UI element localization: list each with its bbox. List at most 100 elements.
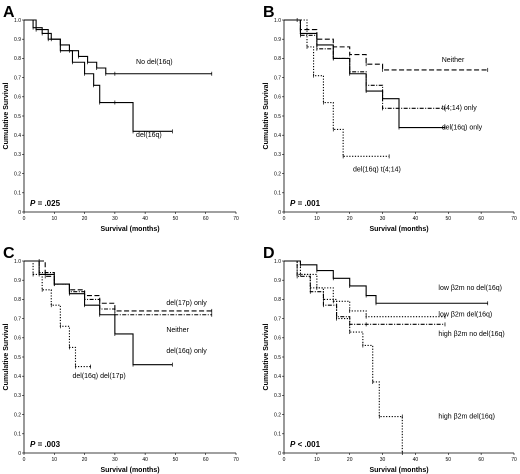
- x-tick-label: 20: [347, 457, 353, 463]
- p-value-number: = .003: [35, 440, 60, 449]
- x-axis-title: Survival (months): [100, 226, 159, 233]
- x-tick-label: 20: [82, 216, 88, 222]
- y-tick-label: 0: [18, 210, 21, 216]
- x-tick-label: 0: [23, 457, 26, 463]
- x-tick-label: 30: [112, 216, 118, 222]
- y-tick-label: 0.8: [274, 56, 281, 62]
- y-tick-label: 0.5: [274, 114, 281, 120]
- y-tick-label: 0.6: [274, 336, 281, 342]
- y-tick-label: 1.0: [274, 18, 281, 24]
- x-tick-label: 10: [314, 457, 320, 463]
- x-tick-label: 0: [283, 216, 286, 222]
- y-tick-label: 0.3: [14, 393, 21, 399]
- panel-d: D 0 0.1 0.2 0.3 0.4 0.5 0.6 0.7 0.8 0.9 1.0 0 10 20 30 4…: [263, 245, 517, 474]
- y-tick-label: 0.6: [274, 95, 281, 101]
- y-tick-label: 0.6: [14, 95, 21, 101]
- y-tick-label: 0.4: [14, 374, 21, 380]
- y-tick-label: 0.9: [14, 37, 21, 43]
- series-line: [284, 260, 488, 304]
- series-annotation: del(16q) t(4;14): [353, 167, 401, 174]
- y-tick-label: 0.4: [14, 133, 21, 139]
- series-line: [284, 19, 390, 157]
- panel-label: A: [3, 4, 15, 21]
- y-tick-label: 0.6: [14, 336, 21, 342]
- p-value: P = .003: [30, 440, 61, 449]
- series-annotation: t(4;14) only: [442, 105, 478, 112]
- series-line: [284, 260, 445, 318]
- x-tick-label: 40: [142, 457, 148, 463]
- series-line: [284, 260, 403, 453]
- series-annotation: del(16q) only: [166, 348, 207, 355]
- x-tick-label: 60: [203, 457, 209, 463]
- p-value-number: = .001: [295, 199, 320, 208]
- x-tick-label: 50: [173, 216, 179, 222]
- y-tick-label: 0.5: [274, 355, 281, 361]
- y-axis-title: Cumulative Survival: [3, 82, 10, 149]
- x-tick-label: 40: [413, 216, 419, 222]
- p-value-symbol: P: [30, 199, 36, 208]
- panel-label: D: [263, 245, 275, 262]
- x-tick-label: 70: [233, 457, 239, 463]
- series-line: [284, 19, 488, 71]
- series-annotation: Neither: [166, 327, 189, 334]
- series-annotation: high β2m del(16q): [438, 413, 495, 420]
- x-tick-label: 0: [23, 216, 26, 222]
- y-tick-label: 0.2: [14, 171, 21, 177]
- y-tick-label: 0.7: [274, 75, 281, 81]
- panel-label: B: [263, 4, 275, 21]
- x-tick-label: 60: [478, 457, 484, 463]
- panel-b: B 0 0.1 0.2 0.3 0.4 0.5 0.6 0.7 0.8 0.9 1.0 0 10 20 30 4…: [263, 4, 517, 233]
- x-tick-label: 50: [446, 457, 452, 463]
- panel-a: A 0 0.1 0.2 0.3 0.4 0.5 0.6 0.7 0.8 0.9 1.0 0 10 20 30 4…: [3, 4, 239, 233]
- x-tick-label: 60: [478, 216, 484, 222]
- y-tick-label: 0.8: [274, 297, 281, 303]
- panel-label: C: [3, 245, 15, 262]
- x-tick-label: 50: [446, 216, 452, 222]
- series-annotation: del(16q) del(17p): [72, 373, 125, 380]
- series-annotation: low β2m no del(16q): [438, 285, 502, 292]
- y-tick-label: 0.9: [274, 37, 281, 43]
- y-tick-label: 0.1: [274, 432, 281, 438]
- p-value-symbol: P: [290, 199, 296, 208]
- y-tick-label: 0: [18, 451, 21, 457]
- x-tick-label: 70: [233, 216, 239, 222]
- y-tick-label: 0.2: [274, 171, 281, 177]
- x-tick-label: 40: [142, 216, 148, 222]
- x-tick-label: 20: [347, 216, 353, 222]
- y-tick-label: 0.1: [274, 191, 281, 197]
- x-axis-title: Survival (months): [369, 467, 428, 474]
- p-value: P = .025: [30, 199, 61, 208]
- x-tick-label: 30: [380, 457, 386, 463]
- y-tick-label: 0: [278, 210, 281, 216]
- series-annotation: high β2m no del(16q): [438, 331, 504, 338]
- y-tick-label: 0.5: [14, 114, 21, 120]
- y-tick-label: 1.0: [274, 259, 281, 265]
- y-tick-label: 0.7: [14, 75, 21, 81]
- y-tick-label: 1.0: [14, 259, 21, 265]
- y-tick-label: 0.7: [274, 316, 281, 322]
- series-line: [24, 19, 173, 132]
- x-axis-title: Survival (months): [369, 226, 428, 233]
- series-line: [24, 19, 212, 75]
- y-tick-label: 0.4: [274, 133, 281, 139]
- p-value: P = .001: [290, 199, 321, 208]
- y-tick-label: 0.8: [14, 297, 21, 303]
- x-axis-title: Survival (months): [100, 467, 159, 474]
- p-value-symbol: P: [290, 440, 296, 449]
- y-axis-title: Cumulative Survival: [3, 323, 10, 390]
- x-tick-label: 50: [173, 457, 179, 463]
- y-tick-label: 0.9: [274, 278, 281, 284]
- x-tick-label: 70: [511, 216, 517, 222]
- y-tick-label: 0.7: [14, 316, 21, 322]
- y-tick-label: 1.0: [14, 18, 21, 24]
- series-line: [24, 260, 91, 368]
- x-tick-label: 30: [380, 216, 386, 222]
- y-tick-label: 0.2: [274, 412, 281, 418]
- y-tick-label: 0.3: [274, 393, 281, 399]
- x-tick-label: 0: [283, 457, 286, 463]
- series-line: [284, 19, 445, 109]
- y-tick-label: 0.4: [274, 374, 281, 380]
- x-tick-label: 40: [413, 457, 419, 463]
- y-tick-label: 0.5: [14, 355, 21, 361]
- x-tick-label: 10: [52, 216, 58, 222]
